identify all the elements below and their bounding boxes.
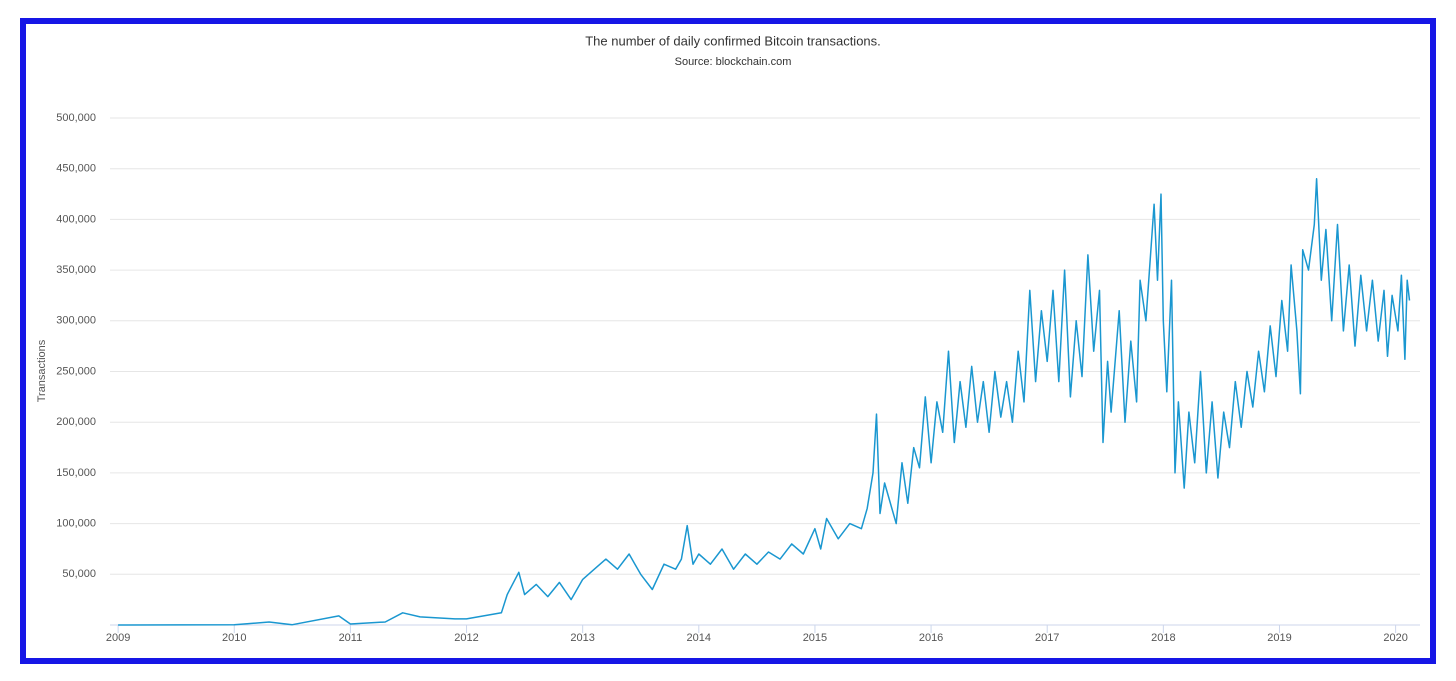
y-tick-label: 100,000 [56,518,96,530]
x-tick-label: 2013 [570,632,594,644]
x-tick-label: 2010 [222,632,246,644]
y-tick-label: 300,000 [56,315,96,327]
y-tick-label: 350,000 [56,264,96,276]
x-tick-label: 2009 [106,632,130,644]
y-tick-label: 50,000 [62,568,96,580]
frame [20,18,1436,664]
x-tick-label: 2012 [454,632,478,644]
chart-title: The number of daily confirmed Bitcoin tr… [585,33,881,48]
x-tick-label: 2018 [1151,632,1175,644]
x-tick-label: 2020 [1383,632,1407,644]
y-tick-label: 150,000 [56,467,96,479]
x-tick-label: 2017 [1035,632,1059,644]
data-line [118,178,1411,626]
y-tick-label: 450,000 [56,163,96,175]
x-tick-label: 2011 [339,632,363,644]
x-tick-label: 2016 [919,632,943,644]
x-tick-label: 2019 [1267,632,1291,644]
chart-subtitle: Source: blockchain.com [675,56,792,68]
y-axis-label: Transactions [36,339,48,402]
x-tick-label: 2014 [687,632,711,644]
y-tick-label: 200,000 [56,416,96,428]
x-tick-label: 2015 [803,632,827,644]
y-tick-label: 250,000 [56,365,96,377]
y-tick-label: 400,000 [56,213,96,225]
y-tick-label: 500,000 [56,112,96,124]
